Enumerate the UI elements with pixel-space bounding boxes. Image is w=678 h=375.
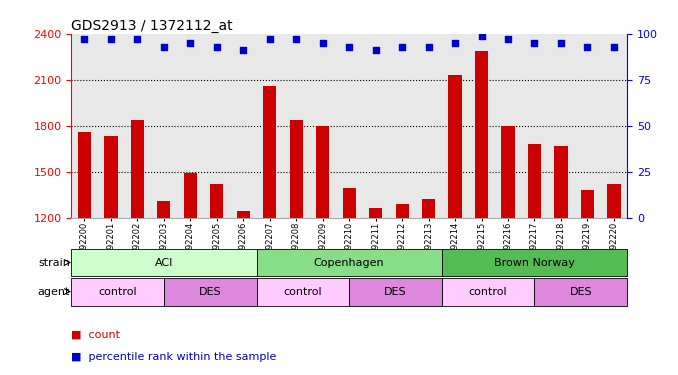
Bar [131, 120, 144, 218]
Point [238, 47, 249, 53]
Bar [349, 278, 442, 306]
Point [476, 33, 487, 39]
Point [212, 44, 222, 50]
Text: control: control [469, 286, 507, 297]
Point [185, 40, 196, 46]
Point [264, 36, 275, 42]
Text: Brown Norway: Brown Norway [494, 258, 575, 267]
Bar [210, 184, 224, 218]
Bar [502, 126, 515, 218]
Bar [71, 278, 164, 306]
Text: GDS2913 / 1372112_at: GDS2913 / 1372112_at [71, 19, 233, 33]
Point [555, 40, 566, 46]
Bar [256, 278, 349, 306]
Text: ACI: ACI [155, 258, 173, 267]
Point [582, 44, 593, 50]
Bar [263, 86, 277, 218]
Bar [290, 120, 303, 218]
Text: Copenhagen: Copenhagen [314, 258, 384, 267]
Text: strain: strain [38, 258, 70, 267]
Bar [342, 188, 356, 218]
Bar [528, 144, 541, 218]
Bar [395, 204, 409, 218]
Point [106, 36, 117, 42]
Bar [422, 199, 435, 217]
Bar [555, 146, 567, 218]
Text: agent: agent [37, 286, 70, 297]
Bar [581, 190, 594, 217]
Point [423, 44, 434, 50]
Text: DES: DES [199, 286, 222, 297]
Bar [475, 51, 488, 217]
Point [344, 44, 355, 50]
Text: ■  percentile rank within the sample: ■ percentile rank within the sample [71, 352, 277, 362]
Bar [316, 126, 330, 218]
Text: DES: DES [384, 286, 407, 297]
Bar [237, 211, 250, 217]
Bar [71, 249, 256, 276]
Point [291, 36, 302, 42]
Bar [157, 201, 170, 217]
Bar [534, 278, 627, 306]
Bar [607, 184, 620, 218]
Point [317, 40, 328, 46]
Text: ■  count: ■ count [71, 330, 120, 339]
Point [397, 44, 407, 50]
Point [132, 36, 143, 42]
Bar [184, 173, 197, 217]
Text: control: control [98, 286, 137, 297]
Point [370, 47, 381, 53]
Bar [164, 278, 256, 306]
Point [79, 36, 90, 42]
Point [608, 44, 619, 50]
Bar [369, 209, 382, 218]
Bar [104, 136, 117, 218]
Point [159, 44, 170, 50]
Point [450, 40, 460, 46]
Point [529, 40, 540, 46]
Text: DES: DES [570, 286, 592, 297]
Text: control: control [283, 286, 322, 297]
Point [502, 36, 513, 42]
Bar [78, 132, 91, 218]
Bar [442, 278, 534, 306]
Bar [448, 75, 462, 217]
Bar [256, 249, 442, 276]
Bar [442, 249, 627, 276]
